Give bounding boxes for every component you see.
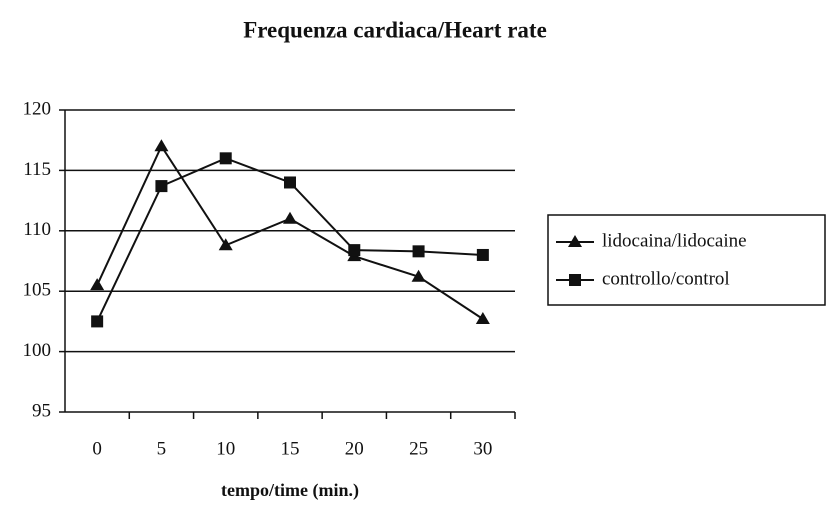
legend-label: lidocaina/lidocaine (602, 230, 747, 251)
y-tick-label: 110 (23, 219, 51, 240)
marker (411, 269, 426, 282)
y-tick-label: 100 (23, 340, 52, 361)
x-tick-label: 10 (216, 438, 235, 459)
marker (283, 211, 297, 224)
y-tick-label: 105 (23, 280, 52, 301)
marker (155, 180, 168, 193)
y-tick-label: 120 (23, 98, 52, 119)
marker (219, 152, 232, 165)
marker (91, 315, 104, 328)
y-tick-label: 95 (32, 400, 51, 421)
series-line (96, 144, 484, 320)
legend-label: controllo/control (602, 268, 730, 289)
chart-title: Frequenza cardiaca/Heart rate (243, 17, 547, 42)
marker (569, 274, 581, 286)
x-tick-label: 5 (157, 438, 167, 459)
marker (218, 238, 233, 251)
marker (154, 139, 169, 152)
marker (475, 311, 490, 324)
marker (90, 278, 105, 291)
x-tick-label: 15 (281, 438, 300, 459)
x-tick-label: 30 (473, 438, 492, 459)
marker (412, 245, 425, 258)
marker (476, 248, 489, 261)
marker (568, 235, 582, 247)
x-tick-label: 20 (345, 438, 364, 459)
x-tick-label: 25 (409, 438, 428, 459)
x-tick-label: 0 (92, 438, 102, 459)
x-axis-title: tempo/time (min.) (221, 480, 359, 501)
marker (284, 176, 296, 189)
y-tick-label: 115 (23, 159, 51, 180)
marker (348, 244, 361, 257)
legend-box (547, 214, 826, 306)
